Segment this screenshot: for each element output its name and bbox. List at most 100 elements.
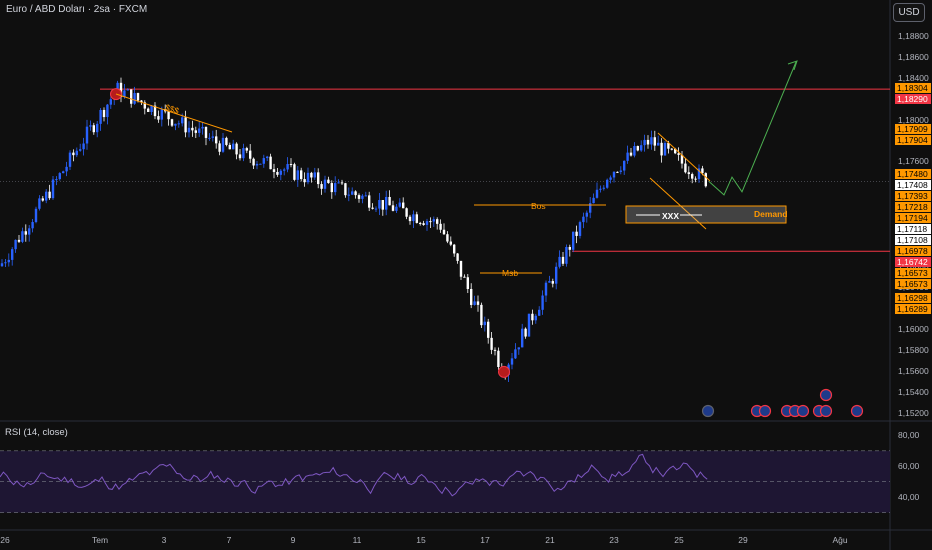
candle	[667, 142, 670, 149]
candle	[572, 231, 575, 250]
candle	[405, 208, 408, 217]
candle	[283, 169, 286, 171]
candle	[493, 349, 497, 351]
candle	[136, 93, 140, 101]
candle	[517, 347, 520, 350]
currency-button[interactable]: USD	[893, 3, 925, 22]
candle	[589, 203, 592, 213]
candle	[701, 168, 704, 174]
candle	[347, 194, 350, 196]
candle	[235, 143, 238, 155]
candle	[65, 166, 68, 172]
candle	[21, 231, 24, 242]
candle	[395, 206, 398, 211]
candle	[470, 288, 473, 305]
candle	[153, 105, 157, 117]
candle	[466, 277, 469, 289]
price-tick: 1,18600	[898, 51, 929, 62]
candle	[323, 179, 327, 189]
candle	[109, 99, 112, 105]
candle	[211, 136, 214, 138]
candle	[150, 105, 153, 112]
candle	[330, 183, 333, 193]
time-label: 29	[738, 535, 748, 545]
candle	[293, 164, 296, 180]
price-tag: 1,17218	[895, 201, 931, 212]
candle	[691, 174, 694, 179]
demand-zone	[625, 205, 787, 224]
candle	[368, 195, 371, 208]
candle	[24, 231, 27, 235]
price-tag: 1,16573	[895, 267, 931, 278]
candle	[75, 150, 78, 156]
candle	[650, 137, 653, 145]
time-label: 11	[352, 535, 362, 545]
candle	[51, 179, 55, 199]
candle	[687, 172, 690, 175]
candle	[476, 301, 480, 305]
candle	[313, 172, 316, 178]
candle	[259, 163, 262, 165]
candle	[357, 195, 361, 199]
price-tick: 1,15600	[898, 365, 929, 376]
candle	[490, 337, 493, 350]
candle	[538, 309, 541, 316]
rsi-title: RSI (14, close)	[5, 427, 68, 438]
candle	[544, 282, 548, 296]
candle	[262, 158, 265, 164]
candle	[96, 123, 99, 133]
price-tag: 1,17118	[895, 223, 931, 234]
candle	[442, 229, 446, 235]
price-tag: 1,17904	[895, 135, 931, 146]
candle	[558, 256, 561, 267]
price-tag: 1,18304	[895, 82, 931, 93]
candle	[232, 143, 235, 150]
candle	[68, 152, 72, 167]
candle	[527, 313, 531, 337]
candle	[385, 196, 388, 210]
candle	[425, 221, 429, 225]
event-icon	[819, 388, 833, 402]
candle	[106, 104, 109, 118]
candle	[198, 128, 201, 133]
candle	[317, 172, 320, 185]
candle	[119, 82, 123, 98]
candle	[102, 109, 106, 118]
price-tick: 1,15800	[898, 344, 929, 355]
candle	[374, 208, 378, 210]
candle	[415, 214, 418, 223]
candle	[378, 200, 381, 209]
rsi-tick: 60,00	[898, 461, 920, 472]
candle	[670, 148, 673, 150]
candle	[521, 328, 524, 348]
price-tag: 1,17393	[895, 190, 931, 201]
candle	[252, 158, 255, 166]
candle	[147, 108, 150, 112]
candle	[660, 142, 663, 156]
candle	[524, 328, 527, 337]
candle	[269, 156, 272, 170]
candle	[391, 205, 395, 211]
candle	[704, 173, 707, 187]
candle	[303, 179, 306, 183]
candle	[449, 241, 452, 245]
candle	[653, 137, 656, 146]
price-tick: 1,17600	[898, 156, 929, 167]
candle	[221, 137, 225, 152]
candle	[208, 137, 211, 139]
candle	[422, 223, 425, 225]
candle	[157, 116, 160, 120]
candle	[62, 171, 65, 174]
candle	[680, 154, 684, 164]
candle	[616, 171, 619, 173]
candle	[497, 350, 500, 368]
candle	[612, 171, 616, 178]
candle	[578, 222, 582, 236]
price-tick: 1,16000	[898, 323, 929, 334]
candle	[245, 148, 248, 151]
candle	[575, 231, 578, 236]
event-icon	[758, 404, 772, 418]
projection-arrowhead	[787, 60, 798, 71]
